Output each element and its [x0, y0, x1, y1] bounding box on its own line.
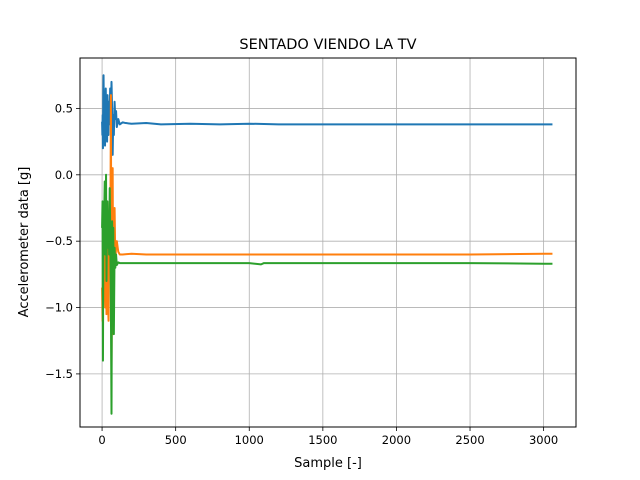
x-tick-label: 2500: [455, 433, 484, 447]
y-axis-ticks: −1.5 −1.0 −0.5 0.0 0.5: [45, 101, 80, 381]
series-line-3: [101, 173, 553, 415]
y-tick-label: −1.5: [45, 367, 73, 381]
y-tick-label: 0.5: [55, 101, 73, 115]
x-tick-label: 500: [165, 433, 187, 447]
y-tick-label: −1.0: [45, 301, 73, 315]
chart-title: SENTADO VIENDO LA TV: [239, 37, 416, 53]
y-tick-label: −0.5: [45, 234, 73, 248]
grid-lines: [80, 58, 576, 427]
x-tick-label: 2000: [382, 433, 411, 447]
x-tick-label: 3000: [529, 433, 558, 447]
x-tick-label: 1500: [308, 433, 337, 447]
plot-frame: [79, 57, 577, 428]
x-axis-label: Sample [-]: [294, 456, 362, 471]
x-axis-ticks: 0 500 1000 1500 2000 2500 3000: [98, 427, 558, 447]
y-axis-label: Accelerometer data [g]: [17, 167, 32, 318]
x-tick-label: 1000: [235, 433, 264, 447]
y-tick-label: 0.0: [55, 168, 73, 182]
data-series: [101, 74, 553, 415]
x-tick-label: 0: [98, 433, 105, 447]
